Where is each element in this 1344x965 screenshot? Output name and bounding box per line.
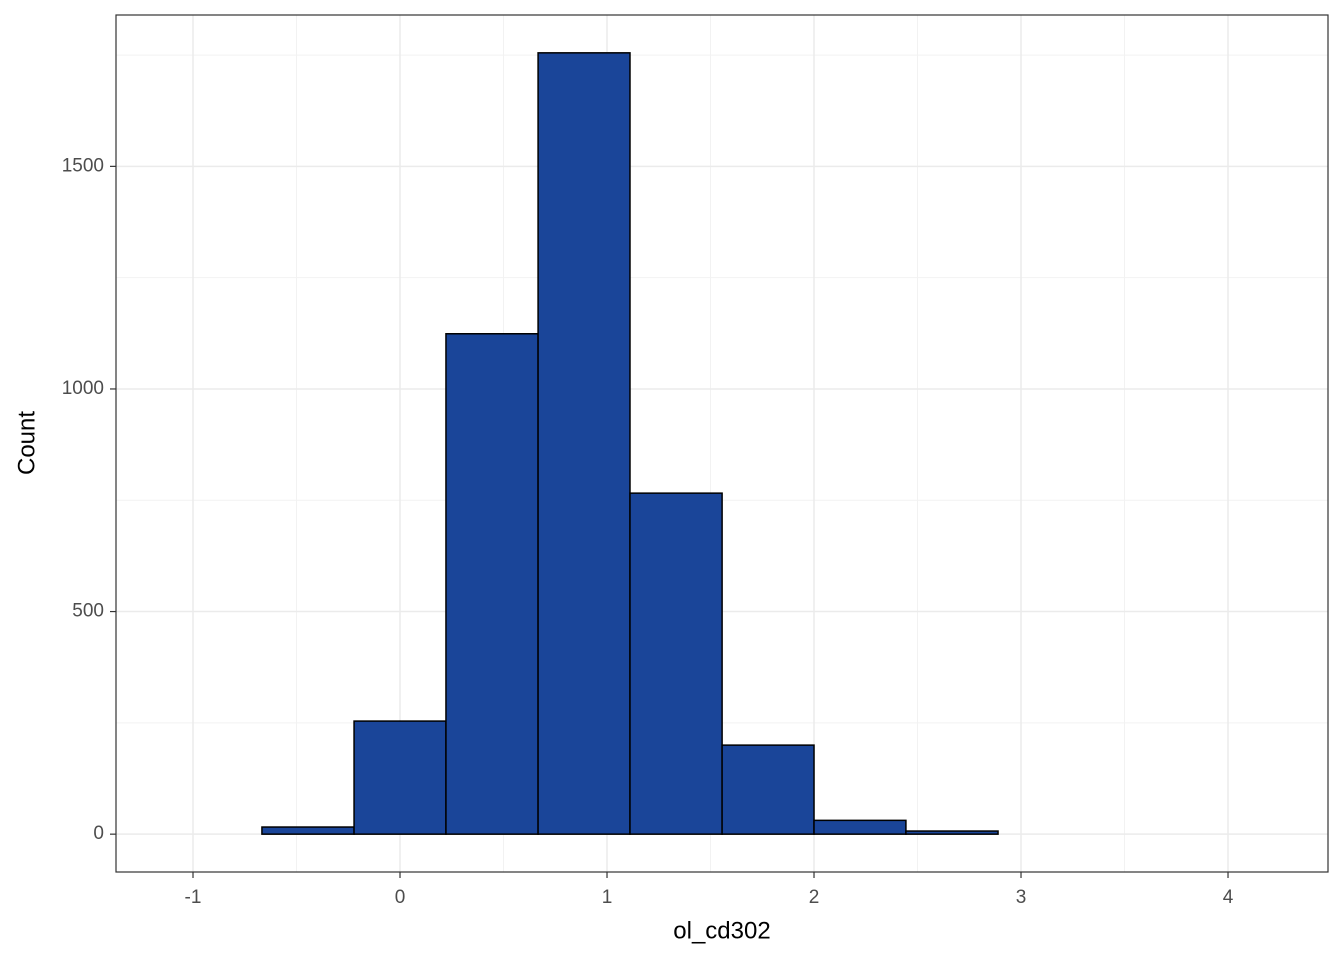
x-tick-label: 3 <box>1016 887 1027 908</box>
x-axis-title: ol_cd302 <box>673 917 770 944</box>
x-tick-label: -1 <box>185 887 202 908</box>
y-tick-label: 1000 <box>62 378 104 399</box>
bar <box>261 826 355 835</box>
bar <box>629 492 723 835</box>
bar <box>537 52 631 835</box>
bar <box>353 720 447 835</box>
bar <box>905 830 999 835</box>
panel-border <box>115 14 1329 873</box>
y-tick-label: 1500 <box>62 155 104 176</box>
bars <box>261 52 999 835</box>
x-tick-label: 2 <box>809 887 820 908</box>
y-tick-label: 0 <box>93 823 104 844</box>
bar <box>813 819 907 835</box>
bar <box>445 333 539 835</box>
y-axis-title: Count <box>13 411 40 475</box>
x-tick-label: 1 <box>602 887 613 908</box>
bar <box>721 744 815 835</box>
x-tick-label: 0 <box>395 887 406 908</box>
y-tick-label: 500 <box>72 601 104 622</box>
x-tick-label: 4 <box>1223 887 1234 908</box>
